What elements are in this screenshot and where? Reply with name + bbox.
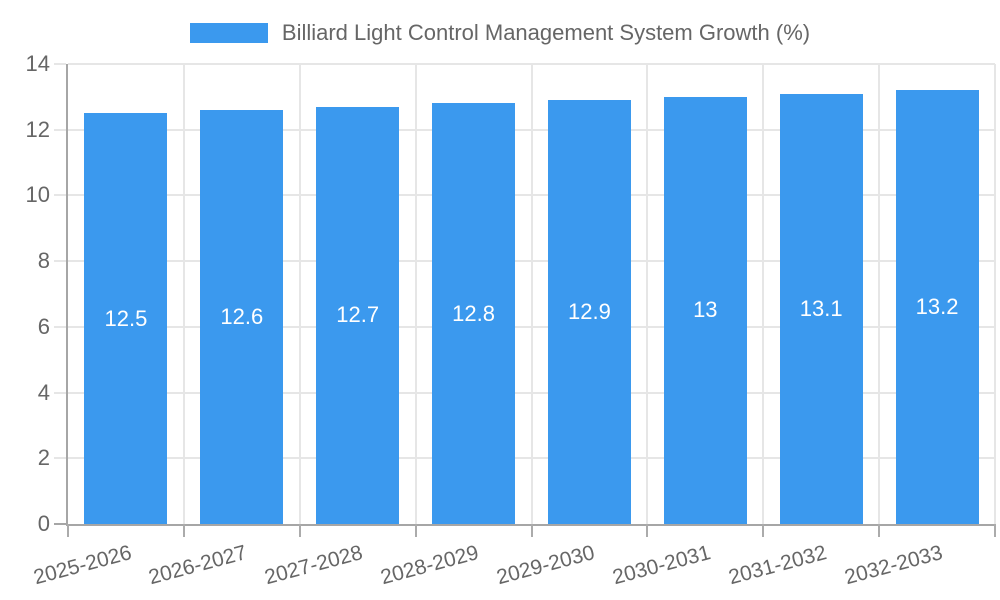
- x-axis-label: 2030-2031: [610, 541, 714, 590]
- y-axis-label: 8: [37, 248, 50, 274]
- bar[interactable]: 12.6: [200, 110, 284, 524]
- bar-value-label: 13: [693, 297, 718, 323]
- x-axis-label: 2029-2030: [494, 541, 598, 590]
- y-axis-tick: [54, 128, 66, 131]
- bar-value-label: 13.2: [915, 294, 959, 320]
- bar-value-label: 12.5: [104, 305, 148, 331]
- x-axis-label: 2032-2033: [841, 541, 945, 590]
- gridline-vertical: [762, 64, 765, 524]
- gridline-vertical: [414, 64, 417, 524]
- legend-label: Billiard Light Control Management System…: [281, 20, 811, 45]
- bar[interactable]: 12.9: [547, 100, 631, 524]
- y-axis-label: 0: [37, 511, 50, 536]
- x-axis-label: 2028-2029: [378, 541, 482, 590]
- gridline-vertical: [530, 64, 533, 524]
- y-axis-line: [66, 64, 68, 524]
- bar-value-label: 12.6: [220, 304, 264, 329]
- x-axis-label: 2025-2026: [30, 541, 134, 590]
- y-axis-label: 2: [37, 445, 50, 471]
- x-axis-tick: [646, 524, 649, 537]
- x-axis-tick: [762, 524, 765, 537]
- gridline-vertical: [878, 64, 881, 524]
- legend-swatch: [189, 23, 268, 43]
- y-axis-label: 6: [37, 313, 50, 339]
- bar[interactable]: 12.7: [316, 106, 400, 524]
- y-axis-tick: [54, 260, 66, 263]
- x-axis-tick: [182, 524, 185, 537]
- bar[interactable]: 13.1: [779, 93, 863, 524]
- bar-value-label: 12.8: [452, 300, 495, 326]
- y-axis-label: 4: [37, 379, 50, 405]
- gridline-vertical: [298, 64, 301, 524]
- bar[interactable]: 12.5: [84, 113, 168, 524]
- bar-value-label: 13.1: [799, 295, 843, 321]
- gridline-vertical: [994, 64, 996, 524]
- x-axis-tick: [994, 524, 996, 537]
- x-axis-tick: [530, 524, 533, 537]
- gridline-vertical: [646, 64, 649, 524]
- y-axis-tick: [54, 194, 66, 197]
- y-axis-tick: [54, 523, 66, 525]
- y-axis-label: 12: [25, 116, 50, 142]
- y-axis-tick: [54, 391, 66, 394]
- chart-legend[interactable]: Billiard Light Control Management System…: [0, 20, 1000, 46]
- plot-area: 0 2 4 6 8 10 12 14 12.5 12.6 12.7 12.8 12.9 13 13.1 13.…: [26, 52, 996, 589]
- x-axis-tick: [67, 524, 69, 537]
- bar-value-label: 12.7: [336, 302, 380, 328]
- x-axis-tick: [414, 524, 417, 537]
- y-axis-tick: [54, 325, 66, 328]
- x-axis-tick: [298, 524, 301, 537]
- y-axis-tick: [54, 457, 66, 460]
- x-axis-label: 2026-2027: [146, 541, 250, 590]
- bar[interactable]: 13: [663, 96, 747, 524]
- bar[interactable]: 12.8: [432, 103, 516, 524]
- x-axis-label: 2027-2028: [262, 541, 366, 590]
- y-axis-tick: [54, 63, 66, 65]
- bar-value-label: 12.9: [568, 299, 611, 325]
- gridline-vertical: [182, 64, 185, 524]
- x-axis-label: 2031-2032: [725, 541, 829, 590]
- y-axis-label: 14: [25, 51, 50, 76]
- bar[interactable]: 13.2: [895, 90, 979, 524]
- y-axis-label: 10: [25, 182, 50, 208]
- x-axis-tick: [878, 524, 881, 537]
